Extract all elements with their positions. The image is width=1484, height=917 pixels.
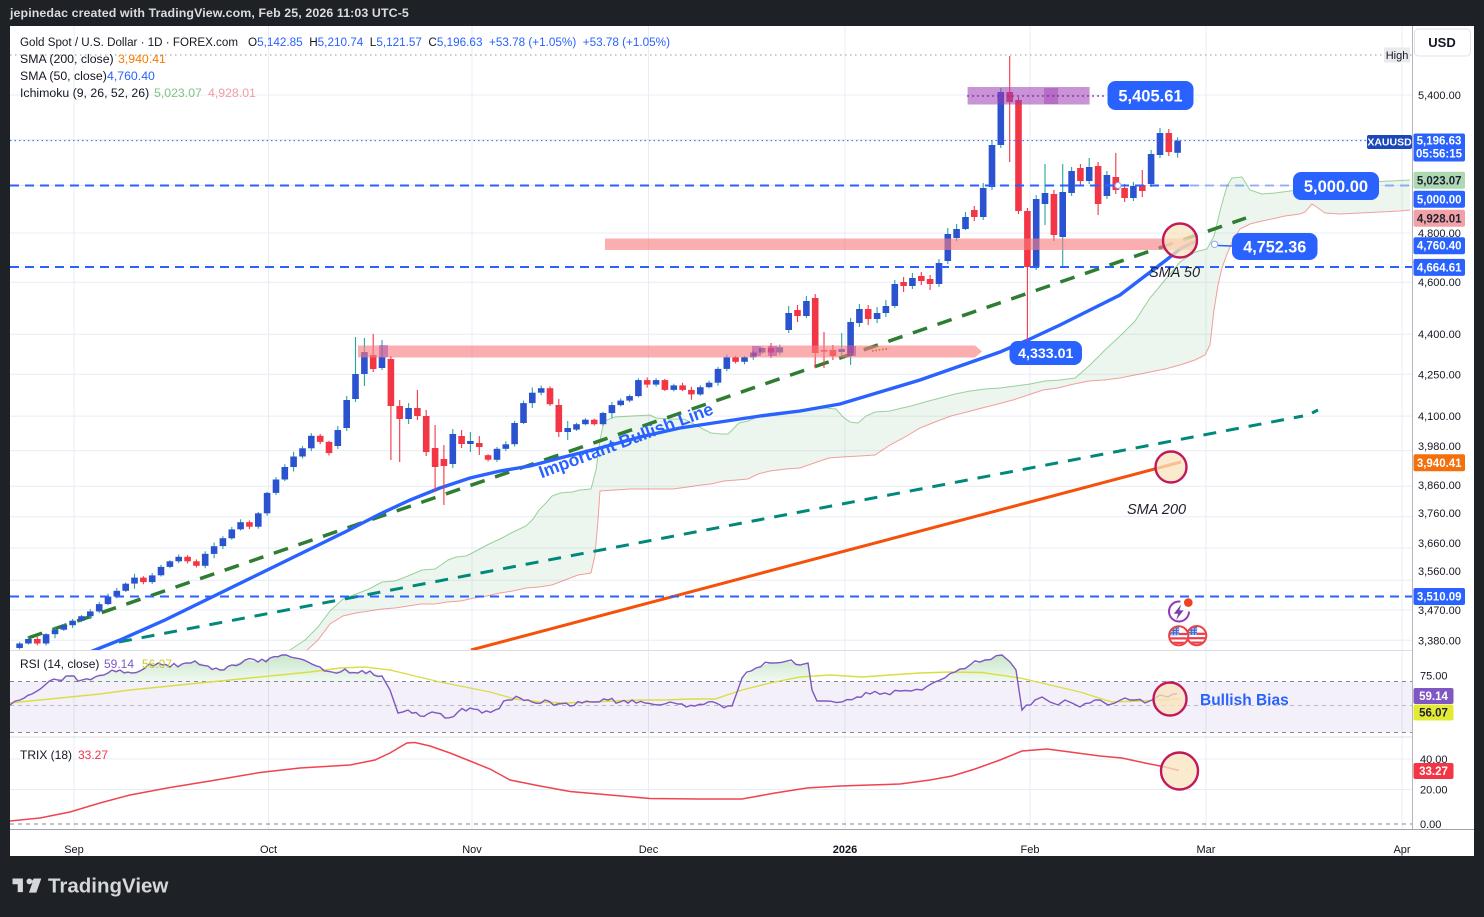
svg-text:2026: 2026 [833,844,857,856]
svg-text:4,928.01: 4,928.01 [1417,213,1462,225]
svg-text:4,600.00: 4,600.00 [1418,277,1461,289]
svg-text:O5,142.85 H5,210.74 L5,121.5: O5,142.85 H5,210.74 L5,121.57 C5,196.63 … [248,35,670,49]
svg-text:Mar: Mar [1197,844,1216,856]
svg-text:4,760.40: 4,760.40 [1417,241,1462,253]
svg-text:SMA (50, close)4,760.40: SMA (50, close)4,760.40 [20,69,155,83]
svg-text:05:56:15: 05:56:15 [1416,149,1463,161]
svg-text:Apr: Apr [1393,844,1410,856]
svg-text:5,000.00: 5,000.00 [1417,194,1462,206]
svg-text:3,510.09: 3,510.09 [1417,592,1462,604]
svg-text:5,405.61: 5,405.61 [1118,87,1182,105]
svg-text:5,400.00: 5,400.00 [1418,90,1461,102]
svg-text:3,860.00: 3,860.00 [1418,480,1461,492]
svg-text:3,940.41: 3,940.41 [1417,458,1462,470]
svg-text:3,760.00: 3,760.00 [1418,508,1461,520]
svg-text:4,250.00: 4,250.00 [1418,369,1461,381]
svg-text:High: High [1386,50,1409,62]
svg-text:Bullish Bias: Bullish Bias [1200,692,1289,709]
svg-text:4,800.00: 4,800.00 [1418,228,1461,240]
svg-text:Feb: Feb [1021,844,1040,856]
svg-text:56.07: 56.07 [1419,708,1448,720]
svg-text:SMA 200: SMA 200 [1127,502,1186,518]
svg-text:3,660.00: 3,660.00 [1418,538,1461,550]
svg-text:Dec: Dec [639,844,659,856]
svg-text:5,023.07: 5,023.07 [1417,175,1462,187]
svg-text:5,196.63: 5,196.63 [1417,136,1462,148]
svg-text:3,470.00: 3,470.00 [1418,605,1461,617]
svg-text:0.00: 0.00 [1420,819,1441,831]
svg-text:Ichimoku (9, 26, 52, 26)5,023.: Ichimoku (9, 26, 52, 26) 5,023.07 4,928.01 [20,86,256,100]
svg-text:4,664.61: 4,664.61 [1417,262,1462,274]
svg-text:3,560.00: 3,560.00 [1418,566,1461,578]
svg-text:75.00: 75.00 [1420,670,1448,682]
svg-text:4,752.36: 4,752.36 [1243,238,1306,256]
svg-text:3,980.00: 3,980.00 [1418,441,1461,453]
svg-text:20.00: 20.00 [1420,785,1448,797]
svg-text:4,400.00: 4,400.00 [1418,329,1461,341]
svg-text:3,380.00: 3,380.00 [1418,635,1461,647]
svg-text:TRIX (18)33.27: TRIX (18) 33.27 [20,748,108,762]
svg-text:Oct: Oct [260,844,277,856]
svg-text:33.27: 33.27 [1419,766,1448,778]
svg-text:XAUUSD: XAUUSD [1367,137,1412,149]
svg-text:SMA 50: SMA 50 [1149,265,1200,281]
svg-text:USD: USD [1428,35,1455,50]
svg-text:4,333.01: 4,333.01 [1018,346,1073,362]
svg-text:59.14: 59.14 [1419,691,1448,703]
svg-text:Gold Spot / U.S. Dollar · 1D ·: Gold Spot / U.S. Dollar · 1D · FOREX.com [20,35,238,49]
svg-text:Nov: Nov [462,844,482,856]
svg-text:Sep: Sep [64,844,84,856]
svg-text:5,000.00: 5,000.00 [1304,178,1368,196]
svg-text:SMA (200, close)3,940.41: SMA (200, close) 3,940.41 [20,52,166,66]
svg-text:4,100.00: 4,100.00 [1418,411,1461,423]
svg-text:TradingView: TradingView [48,875,168,898]
